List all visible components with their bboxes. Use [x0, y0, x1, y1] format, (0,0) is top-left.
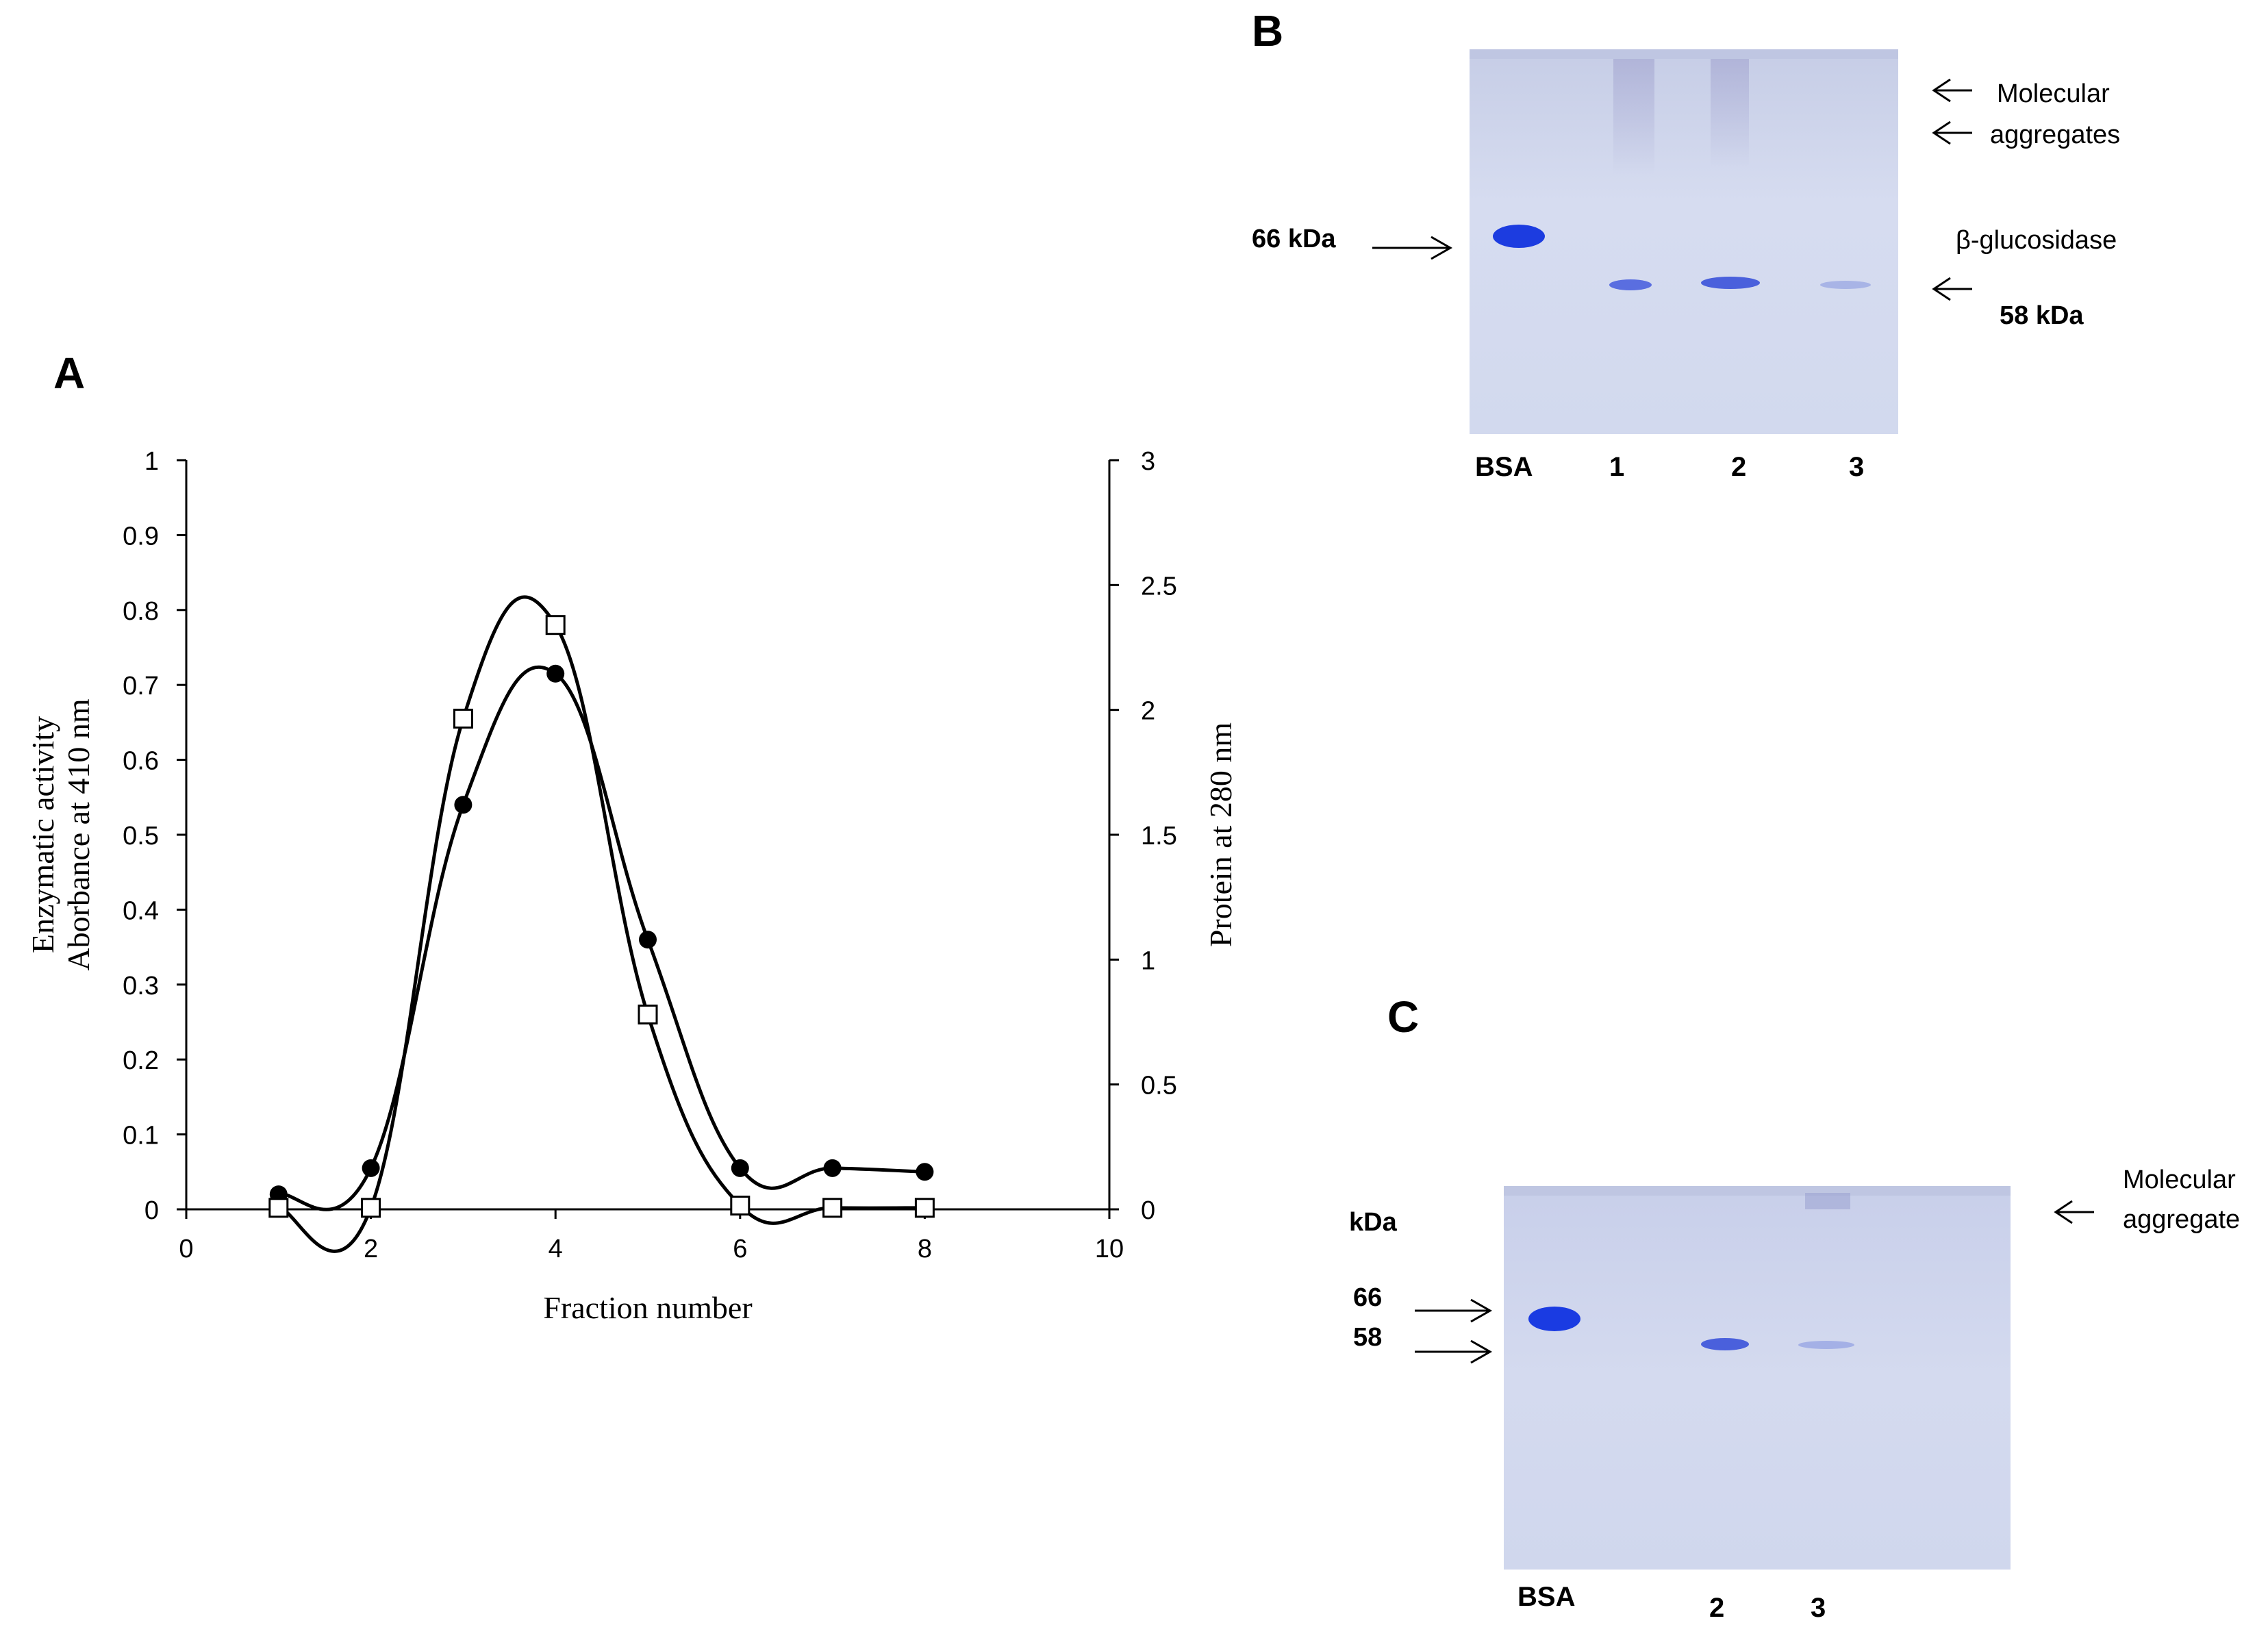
arrow-c-66 — [1415, 1298, 1493, 1323]
gel-c-agg-line1: Molecular — [2123, 1166, 2236, 1194]
y-left-tick-label: 0.8 — [123, 597, 159, 626]
gel-b-58-label: 58 kDa — [2000, 301, 2084, 330]
y-right-tick-label: 1.5 — [1141, 822, 1177, 850]
y-right-tick-label: 1 — [1141, 946, 1155, 975]
gel-b-top-edge — [1470, 49, 1898, 59]
band-lane1-58 — [1609, 279, 1652, 290]
panel-label-a: A — [53, 349, 86, 398]
y-left-tick-label: 0.4 — [123, 896, 159, 925]
gel-c-smear — [1805, 1193, 1850, 1209]
y-left-tick-label: 0.6 — [123, 747, 159, 776]
gel-c-lane-bsa: BSA — [1517, 1582, 1576, 1612]
y-left-title-line2: Aborbance at 410 nm — [61, 698, 96, 970]
arrow-c-agg — [2054, 1200, 2094, 1224]
gel-c-unit: kDa — [1349, 1208, 1397, 1237]
protein-point — [545, 615, 566, 635]
gel-b — [1470, 49, 1898, 434]
gel-b-lane-2: 2 — [1731, 452, 1747, 482]
gel-b-66-label: 66 kDa — [1252, 225, 1336, 253]
gel-c-marker-66: 66 — [1353, 1283, 1383, 1312]
y-left-tick-label: 0 — [144, 1196, 159, 1225]
protein-point — [914, 1198, 935, 1218]
arrow-agg-1 — [1932, 78, 1972, 103]
series-line-protein — [278, 595, 925, 1253]
band-lane2-58 — [1701, 277, 1760, 289]
activity-point — [639, 931, 657, 949]
gel-c-lane-2: 2 — [1709, 1593, 1725, 1623]
gel-c-agg-line2: aggregate — [2123, 1205, 2241, 1234]
x-tick-label: 8 — [918, 1235, 932, 1263]
x-tick-label: 0 — [179, 1235, 193, 1263]
band-c-lane2-58 — [1701, 1338, 1749, 1350]
gel-b-agg-line1: Molecular — [1997, 79, 2110, 108]
y-left-title-line1: Enzymatic activity — [25, 716, 60, 953]
arrow-c-58 — [1415, 1339, 1493, 1364]
gel-c-marker-58: 58 — [1353, 1323, 1383, 1352]
gel-b-lane-bsa: BSA — [1475, 452, 1533, 482]
gel-b-smear-2 — [1711, 59, 1749, 168]
gel-b-smear-1 — [1613, 59, 1654, 175]
y-left-tick-label: 0.1 — [123, 1122, 159, 1150]
protein-point — [361, 1198, 381, 1218]
gel-b-agg-line2: aggregates — [1990, 121, 2121, 149]
gel-b-enzyme-label: β-glucosidase — [1956, 226, 2117, 255]
y-left-tick-label: 0.7 — [123, 672, 159, 701]
panel-label-b: B — [1252, 6, 1284, 55]
activity-point — [546, 664, 565, 683]
y-right-tick-label: 2 — [1141, 697, 1155, 726]
protein-point — [268, 1198, 289, 1218]
y-right-tick-label: 3 — [1141, 447, 1155, 476]
y-left-tick-label: 0.5 — [123, 822, 159, 850]
protein-point — [730, 1196, 751, 1216]
band-c-bsa-66 — [1528, 1307, 1580, 1331]
y-right-tick-label: 0.5 — [1141, 1072, 1177, 1100]
band-lane3-58 — [1820, 281, 1871, 289]
activity-point — [731, 1159, 749, 1177]
gel-b-lane-1: 1 — [1609, 452, 1625, 482]
activity-point — [916, 1163, 934, 1181]
activity-point — [823, 1159, 842, 1177]
activity-point — [362, 1159, 380, 1177]
gel-c — [1504, 1186, 2011, 1570]
x-tick-label: 4 — [549, 1235, 563, 1263]
arrow-agg-2 — [1932, 121, 1972, 145]
y-right-tick-label: 2.5 — [1141, 572, 1177, 601]
activity-point — [454, 796, 473, 814]
gel-b-lane-3: 3 — [1849, 452, 1865, 482]
x-tick-label: 6 — [733, 1235, 747, 1263]
x-tick-label: 2 — [364, 1235, 378, 1263]
y-left-tick-label: 0.9 — [123, 522, 159, 551]
arrow-58 — [1932, 277, 1972, 301]
protein-point — [453, 708, 473, 729]
panel-label-c: C — [1387, 992, 1420, 1042]
series-line-activity — [278, 665, 925, 1211]
band-bsa-66 — [1493, 225, 1545, 248]
y-left-tick-label: 0.3 — [123, 972, 159, 1000]
protein-point — [638, 1005, 658, 1025]
gel-c-top-edge — [1504, 1186, 2011, 1196]
x-tick-label: 10 — [1095, 1235, 1124, 1263]
y-right-tick-label: 0 — [1141, 1196, 1155, 1225]
x-axis-title: Fraction number — [543, 1290, 752, 1325]
y-right-title: Protein at 280 nm — [1203, 722, 1238, 948]
gel-c-lane-3: 3 — [1811, 1593, 1826, 1623]
band-c-lane3-58 — [1798, 1341, 1854, 1349]
y-left-tick-label: 0.2 — [123, 1046, 159, 1075]
y-left-tick-label: 1 — [144, 447, 159, 476]
protein-point — [822, 1198, 843, 1218]
